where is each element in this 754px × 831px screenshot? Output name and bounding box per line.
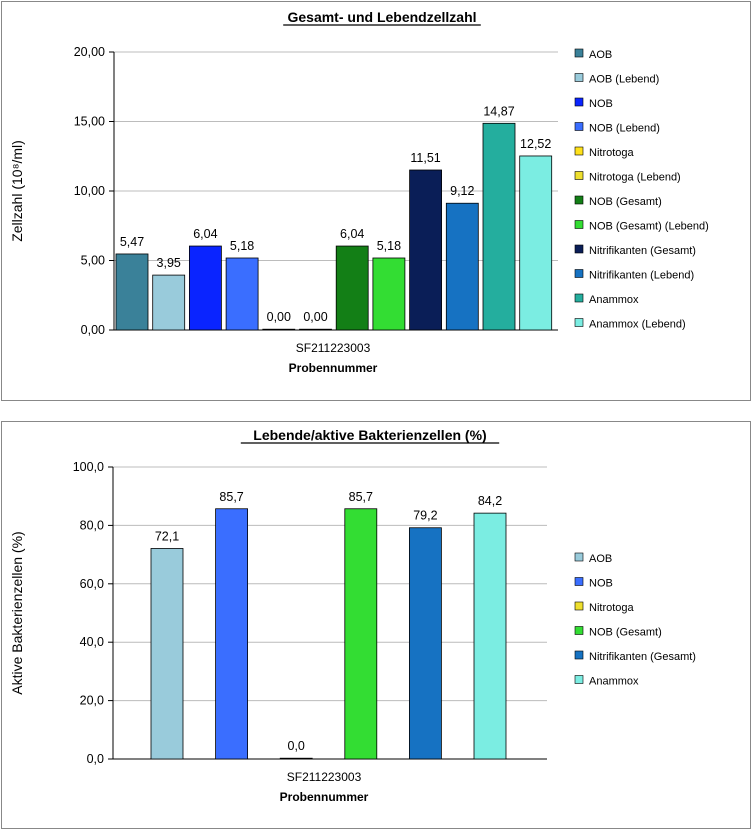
y-tick-label: 0,0 [87,752,104,766]
legend-swatch [574,650,584,660]
chart-panel-total-live-cell-count: Gesamt- und Lebendzellzahl 0,00 5,00 10,00 1… [1,1,751,401]
y-tick-label: 5,00 [81,254,105,268]
chart-title: Lebende/aktive Bakterienzellen (%) [253,427,486,443]
y-tick-label: 0,00 [81,323,105,337]
data-label: 0,00 [267,310,291,324]
data-label: 5,47 [120,235,144,249]
legend-swatch [574,122,584,131]
data-label: 6,04 [340,227,364,241]
bar [445,202,479,331]
legend-label: NOB (Gesamt) [589,627,662,639]
legend-label: Nitrotoga (Lebend) [589,172,681,184]
data-label: 84,2 [478,494,502,508]
data-label: 85,7 [349,490,373,504]
x-category-label: SF211223003 [296,341,371,355]
x-axis-title: Probennummer [289,361,378,375]
legend-swatch [574,97,584,107]
legend-label: AOB [589,553,612,565]
bar [408,527,442,760]
legend-swatch [574,626,584,635]
bar [225,257,259,331]
data-label: 6,04 [193,227,217,241]
legend-swatch [574,552,584,562]
bar [262,328,296,331]
y-tick-label: 20,00 [74,45,105,59]
bar [335,245,369,331]
legend-swatch [574,220,584,229]
y-tick-label: 100,0 [73,460,104,474]
bar [150,548,184,760]
chart-title: Gesamt- und Lebendzellzahl [287,9,476,25]
data-label: 5,18 [377,239,401,253]
data-label: 0,0 [288,739,305,753]
bar [409,169,443,331]
data-label: 85,7 [219,490,243,504]
y-tick-label: 20,0 [80,694,104,708]
legend-label: Nitrifikanten (Gesamt) [589,245,696,257]
y-tick-label: 60,0 [80,577,104,591]
legend-swatch [574,195,584,205]
data-label: 11,51 [410,151,440,165]
y-tick-label: 80,0 [80,518,104,532]
bar [519,155,553,331]
bar [215,508,249,760]
bar [344,508,378,760]
legend-swatch [574,318,584,327]
legend-label: Nitrotoga [589,602,635,614]
bar [482,122,516,331]
x-category-label: SF211223003 [287,770,362,784]
legend-label: AOB (Lebend) [589,74,659,86]
chart-total-live-cell-count: Gesamt- und Lebendzellzahl 0,00 5,00 10,00 1… [9,9,709,375]
legend-label: Anammox (Lebend) [589,319,686,331]
legend-swatch [574,675,584,684]
y-tick-label: 40,0 [80,635,104,649]
legend-label: NOB [589,98,613,110]
bar [152,274,186,331]
legend-label: AOB [589,49,612,61]
data-label: 0,00 [303,310,327,324]
data-label: 14,87 [483,104,514,118]
legend-swatch [574,244,584,254]
legend-label: Nitrifikanten (Gesamt) [589,651,696,663]
y-tick-label: 10,00 [74,184,105,198]
data-label: 3,95 [157,256,181,270]
legend-swatch [574,48,584,58]
bar [279,757,313,760]
y-axis-title: Zellzahl (10⁸/ml) [9,140,25,242]
bar [115,253,149,331]
bar [299,328,332,331]
legend-label: Nitrotoga [589,147,635,159]
x-axis-title: Probennummer [280,790,369,804]
data-label: 72,1 [155,529,179,543]
legend-swatch [574,146,584,156]
data-label: 79,2 [413,509,437,523]
bar [372,257,406,331]
legend-label: NOB (Lebend) [589,123,660,135]
data-label: 9,12 [450,184,474,198]
legend-label: NOB (Gesamt) [589,196,662,208]
legend-label: NOB (Gesamt) (Lebend) [589,221,709,233]
chart-live-active-cells: Lebende/aktive Bakterienzellen (%) 0,0 20,… [9,427,696,804]
legend-swatch [574,293,584,303]
legend-label: Anammox [589,676,639,688]
legend-swatch [574,601,584,611]
chart-panel-live-active-cells: Lebende/aktive Bakterienzellen (%) 0,0 20,… [1,421,751,829]
legend-label: Anammox [589,294,639,306]
bar [473,512,507,760]
legend-swatch [574,269,584,278]
legend-swatch [574,73,584,82]
legend-label: Nitrifikanten (Lebend) [589,270,694,282]
bar [188,245,222,331]
data-label: 12,52 [520,137,551,151]
legend-swatch [574,171,584,180]
legend-label: NOB [589,578,613,590]
legend-swatch [574,577,584,586]
y-tick-label: 15,00 [74,115,105,129]
y-axis-title: Aktive Bakterienzellen (%) [9,531,25,694]
data-label: 5,18 [230,239,254,253]
